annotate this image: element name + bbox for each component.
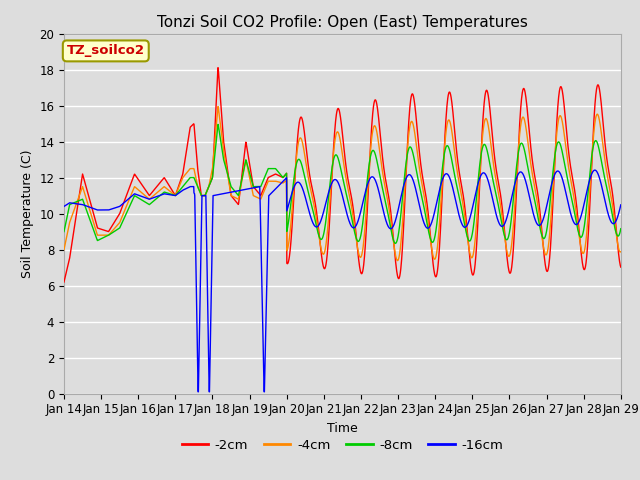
Text: TZ_soilco2: TZ_soilco2 <box>67 44 145 58</box>
Title: Tonzi Soil CO2 Profile: Open (East) Temperatures: Tonzi Soil CO2 Profile: Open (East) Temp… <box>157 15 528 30</box>
X-axis label: Time: Time <box>327 422 358 435</box>
Y-axis label: Soil Temperature (C): Soil Temperature (C) <box>20 149 34 278</box>
Legend: -2cm, -4cm, -8cm, -16cm: -2cm, -4cm, -8cm, -16cm <box>177 433 508 457</box>
